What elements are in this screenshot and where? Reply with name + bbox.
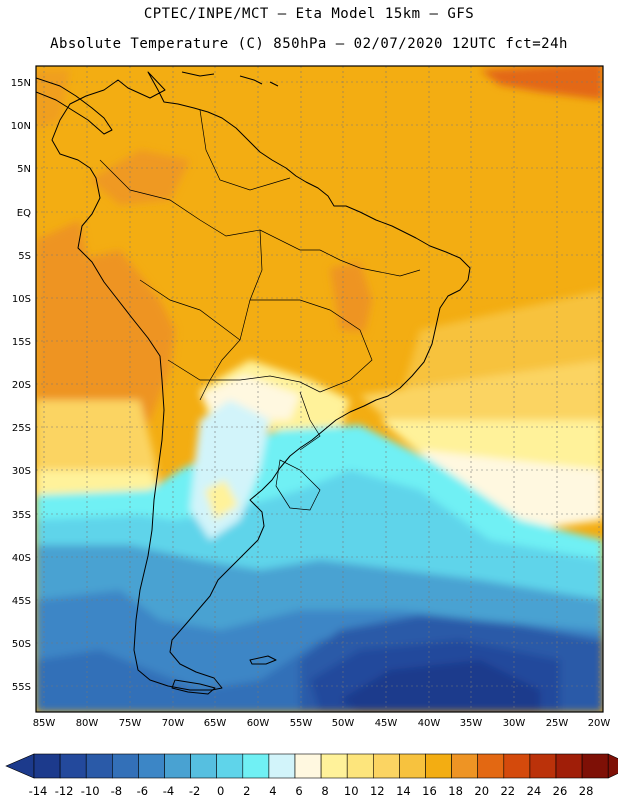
caribbean-islands <box>181 71 279 87</box>
colorbar-label: 20 <box>474 784 489 798</box>
colorbar-label: -14 <box>29 784 48 798</box>
colorbar-swatch <box>503 753 531 779</box>
colorbar-swatch <box>216 753 244 779</box>
lat-label: 5N <box>17 164 31 175</box>
chart-title-line-1: CPTEC/INPE/MCT – Eta Model 15km – GFS <box>143 6 475 22</box>
colorbar-label: -4 <box>163 784 174 798</box>
lat-label: 45S <box>12 596 31 607</box>
lat-label: 15N <box>11 78 31 89</box>
tierra-del-fuego <box>171 679 216 695</box>
lon-label: 55W <box>290 718 313 729</box>
colorbar-swatch <box>138 753 165 779</box>
colorbar-swatch <box>112 753 139 779</box>
colorbar-swatch <box>242 753 270 779</box>
lon-label: 60W <box>247 718 270 729</box>
colorbar-swatch <box>529 753 557 779</box>
colorbar-swatch <box>581 753 609 779</box>
falklands <box>249 655 277 665</box>
colorbar-label: -10 <box>81 784 100 798</box>
colorbar-label: 28 <box>579 784 594 798</box>
lon-label: 75W <box>119 718 142 729</box>
lon-label: 30W <box>503 718 526 729</box>
colorbar-label: -12 <box>55 784 74 798</box>
colorbar-swatch <box>33 753 61 779</box>
coastlines <box>36 71 471 695</box>
colorbar-labels: -14 -12 -10 -8 -6 -4 -2 0 2 4 6 8 10 12 14 16 18 20 22 24 26… <box>29 784 594 798</box>
colorbar-swatch <box>477 753 505 779</box>
temperature-field <box>36 66 603 712</box>
colorbar-swatch <box>190 753 218 779</box>
lat-label: 10N <box>11 121 31 132</box>
lon-label: 45W <box>375 718 398 729</box>
colorbar-swatch <box>59 753 87 779</box>
country-borders <box>99 109 421 511</box>
lat-label: 5S <box>18 251 31 262</box>
colorbar-swatch <box>555 753 583 779</box>
lon-label: 25W <box>546 718 569 729</box>
colorbar-label: 18 <box>448 784 463 798</box>
lat-label: 50S <box>12 639 31 650</box>
colorbar-arrow-right <box>607 753 618 779</box>
colorbar-label: 4 <box>269 784 276 798</box>
central-america <box>36 77 113 135</box>
colorbar-label: 8 <box>321 784 328 798</box>
colorbar-swatch <box>372 753 400 779</box>
colorbar-arrow-left <box>5 753 35 779</box>
colorbar-label: -2 <box>189 784 200 798</box>
south-america-coastline <box>51 71 471 691</box>
chart-title-line-2: Absolute Temperature (C) 850hPa – 02/07/… <box>50 36 568 52</box>
lon-label: 40W <box>418 718 441 729</box>
colorbar-label: -8 <box>111 784 122 798</box>
colorbar-swatch <box>399 753 426 779</box>
colorbar-label: 14 <box>396 784 411 798</box>
lat-label: EQ <box>17 208 31 219</box>
colorbar-swatch <box>451 753 479 779</box>
latitude-labels: 15N 10N 5N EQ 5S 10S 15S 20S 25S 30S 35S 40S 45S 50S 5… <box>11 78 31 693</box>
colorbar-swatch <box>85 753 113 779</box>
colorbar-label: 22 <box>500 784 515 798</box>
colorbar-swatch <box>346 753 374 779</box>
lat-label: 35S <box>12 510 31 521</box>
lon-label: 85W <box>33 718 56 729</box>
colorbar-label: 10 <box>344 784 359 798</box>
colorbar-label: 0 <box>217 784 224 798</box>
lat-label: 25S <box>12 423 31 434</box>
colorbar-swatch <box>268 753 296 779</box>
colorbar-swatch <box>320 753 348 779</box>
lon-label: 35W <box>460 718 483 729</box>
lon-label: 65W <box>204 718 227 729</box>
colorbar-label: 12 <box>370 784 385 798</box>
colorbar-label: 2 <box>243 784 250 798</box>
lon-label: 50W <box>332 718 355 729</box>
lat-label: 20S <box>12 380 31 391</box>
longitude-labels: 85W 80W 75W 70W 65W 60W 55W 50W 45W 40W 35W 30W 25W 2… <box>33 718 611 729</box>
lat-label: 15S <box>12 337 31 348</box>
colorbar-label: 24 <box>527 784 542 798</box>
colorbar-swatch <box>164 753 191 779</box>
colorbar-swatch <box>294 753 322 779</box>
colorbar <box>5 753 618 779</box>
colorbar-label: -6 <box>137 784 148 798</box>
lon-label: 70W <box>162 718 185 729</box>
colorbar-label: 6 <box>295 784 302 798</box>
lat-label: 40S <box>12 553 31 564</box>
lon-label: 20W <box>588 718 611 729</box>
lat-label: 30S <box>12 466 31 477</box>
colorbar-label: 26 <box>553 784 568 798</box>
lat-label: 10S <box>12 294 31 305</box>
map-frame <box>35 65 604 713</box>
colorbar-swatch <box>425 753 452 779</box>
colorbar-label: 16 <box>422 784 437 798</box>
lat-label: 55S <box>12 682 31 693</box>
lon-label: 80W <box>76 718 99 729</box>
